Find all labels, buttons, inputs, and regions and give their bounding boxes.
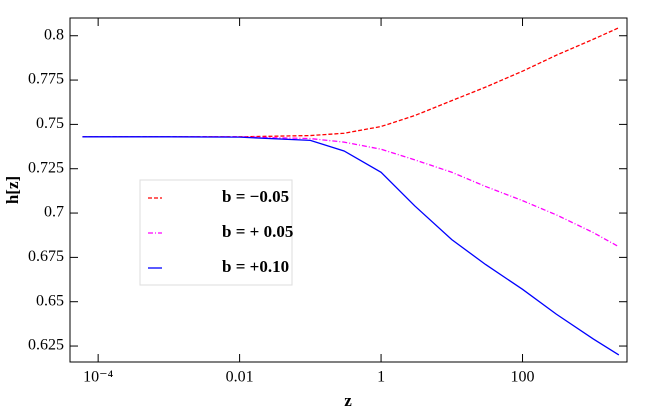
y-tick-label: 0.625	[28, 337, 64, 354]
x-axis-label: z	[344, 391, 352, 410]
y-tick-label: 0.8	[44, 26, 64, 43]
y-tick-label: 0.675	[28, 248, 64, 265]
y-tick-label: 0.65	[36, 292, 64, 309]
y-tick-label: 0.75	[36, 115, 64, 132]
legend-label: b = −0.05	[222, 187, 289, 206]
series-line	[82, 27, 620, 138]
x-tick-label: 10⁻⁴	[83, 369, 113, 386]
x-tick-label: 100	[511, 369, 535, 386]
legend-label: b = + 0.05	[222, 222, 293, 241]
y-tick-label: 0.775	[28, 71, 64, 88]
y-tick-label: 0.7	[44, 204, 64, 221]
y-tick-label: 0.725	[28, 159, 64, 176]
y-axis-label: h[z]	[3, 176, 22, 204]
plot-frame	[69, 17, 628, 363]
x-tick-label: 0.01	[226, 369, 254, 386]
series-line	[82, 136, 620, 356]
x-tick-label: 1	[377, 369, 385, 386]
legend-box	[139, 179, 293, 286]
legend-label: b = +0.10	[222, 257, 289, 276]
